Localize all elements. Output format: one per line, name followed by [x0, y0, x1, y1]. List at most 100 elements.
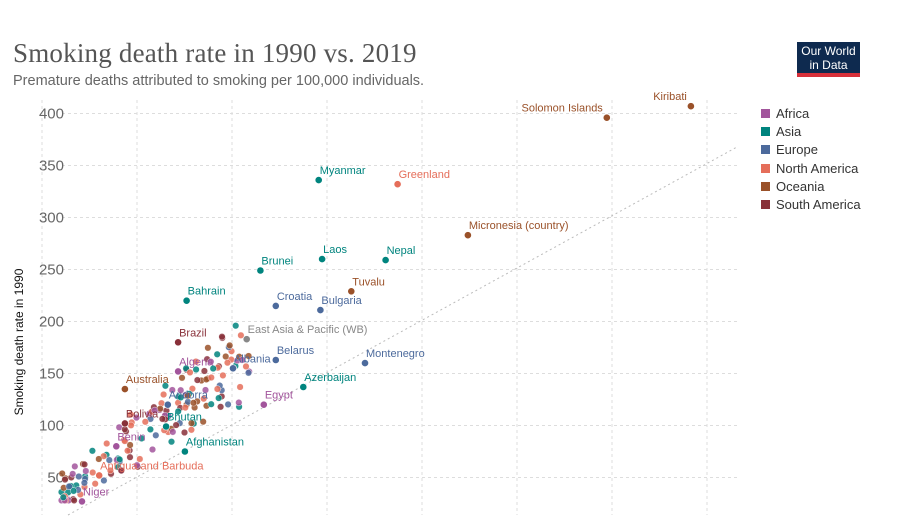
labeled-point	[174, 338, 182, 347]
point-label: Bhutan	[167, 412, 202, 424]
labeled-point	[314, 176, 323, 184]
legend-label: Africa	[776, 105, 810, 121]
scatter-point	[88, 447, 96, 455]
scatter-point	[105, 456, 113, 464]
scatter-point	[193, 376, 201, 384]
scatter-point	[188, 385, 196, 393]
scatter-point	[69, 470, 77, 478]
scatter-point	[217, 403, 225, 411]
scatter-point	[235, 399, 243, 407]
scatter-point	[236, 383, 244, 391]
y-tick-label: 250	[39, 262, 64, 279]
point-label: Solomon Islands	[521, 103, 603, 115]
scatter-point	[59, 493, 67, 501]
scatter-point	[207, 374, 215, 382]
scatter-point	[148, 446, 156, 454]
scatter-point	[65, 482, 73, 490]
point-label: Laos	[323, 244, 347, 256]
labeled-point	[95, 471, 104, 480]
scatter-point	[138, 434, 146, 442]
scatter-point	[95, 455, 103, 463]
scatter-point	[132, 414, 140, 422]
legend-item-south-america[interactable]: South America	[761, 195, 861, 213]
point-label: Benin	[117, 431, 145, 443]
point-label: Andorra	[169, 390, 209, 402]
point-label: Azerbaijan	[304, 372, 356, 384]
labeled-point	[299, 383, 308, 391]
legend-item-europe[interactable]: Europe	[761, 141, 861, 159]
legend-label: Asia	[776, 123, 802, 139]
labeled-point	[112, 442, 121, 451]
logo-line-1: Our World	[801, 44, 856, 58]
scatter-point	[189, 399, 197, 407]
scatter-point	[161, 382, 169, 390]
labeled-point	[182, 296, 191, 305]
scatter-point	[226, 341, 234, 349]
legend-swatch	[761, 108, 770, 118]
scatter-point	[223, 359, 231, 367]
scatter-point	[91, 480, 99, 488]
scatter-point	[136, 455, 144, 463]
legend-item-africa[interactable]: Africa	[761, 104, 861, 122]
point-label: Croatia	[277, 291, 313, 303]
scatter-point	[177, 393, 185, 401]
labeled-point	[316, 306, 325, 314]
scatter-point	[121, 437, 129, 445]
scatter-point	[237, 331, 245, 339]
scatter-point	[192, 366, 200, 374]
scatter-point	[192, 358, 200, 366]
scatter-point	[80, 460, 88, 468]
legend-item-oceania[interactable]: Oceania	[761, 177, 861, 195]
scatter-point	[224, 400, 232, 408]
point-label: East Asia & Pacific (WB)	[248, 324, 368, 336]
point-label: Nepal	[387, 245, 416, 257]
point-label: Brunei	[261, 256, 293, 268]
point-label: Montenegro	[366, 348, 425, 360]
scatter-point	[106, 467, 114, 475]
scatter-point	[187, 426, 195, 434]
scatter-point	[70, 496, 78, 504]
scatter-point	[75, 473, 83, 481]
legend-label: South America	[776, 197, 861, 213]
scatter-point	[133, 461, 141, 469]
scatter-point	[187, 419, 195, 427]
legend-item-north-america[interactable]: North America	[761, 159, 861, 177]
scatter-point	[126, 441, 134, 449]
point-label: Albania	[234, 353, 272, 365]
scatter-point	[126, 453, 134, 461]
scatter-point	[141, 418, 149, 426]
y-tick-label: 400	[39, 106, 64, 123]
point-label: Greenland	[399, 169, 450, 181]
point-label: Micronesia (country)	[469, 220, 569, 232]
scatter-point	[174, 407, 182, 415]
labeled-point	[256, 266, 265, 275]
labeled-point	[361, 359, 369, 367]
point-label: Antigua and Barbuda	[100, 460, 204, 472]
scatter-point	[58, 470, 66, 478]
labeled-point	[463, 231, 472, 240]
scatter-point	[199, 418, 207, 426]
labeled-point	[180, 447, 189, 456]
scatter-point	[167, 438, 175, 446]
point-label: Algeria	[179, 356, 214, 368]
scatter-point	[200, 395, 208, 403]
y-tick-label: 200	[39, 314, 64, 331]
legend-item-asia[interactable]: Asia	[761, 122, 861, 140]
point-label: Bulgaria	[321, 295, 362, 307]
owid-logo[interactable]: Our World in Data	[797, 42, 860, 77]
labeled-point	[318, 255, 326, 263]
scatter-point	[100, 477, 108, 485]
scatter-point	[71, 462, 79, 470]
scatter-point	[117, 467, 125, 475]
scatter-point	[213, 385, 221, 393]
y-tick-label: 350	[39, 158, 64, 175]
legend-swatch	[761, 145, 770, 155]
scatter-point	[207, 400, 215, 408]
reference-line	[67, 146, 738, 516]
point-label: Belarus	[277, 345, 315, 357]
scatter-point	[242, 362, 250, 370]
scatter-point	[244, 369, 252, 377]
scatter-point	[219, 371, 227, 379]
scatter-point	[245, 352, 253, 360]
